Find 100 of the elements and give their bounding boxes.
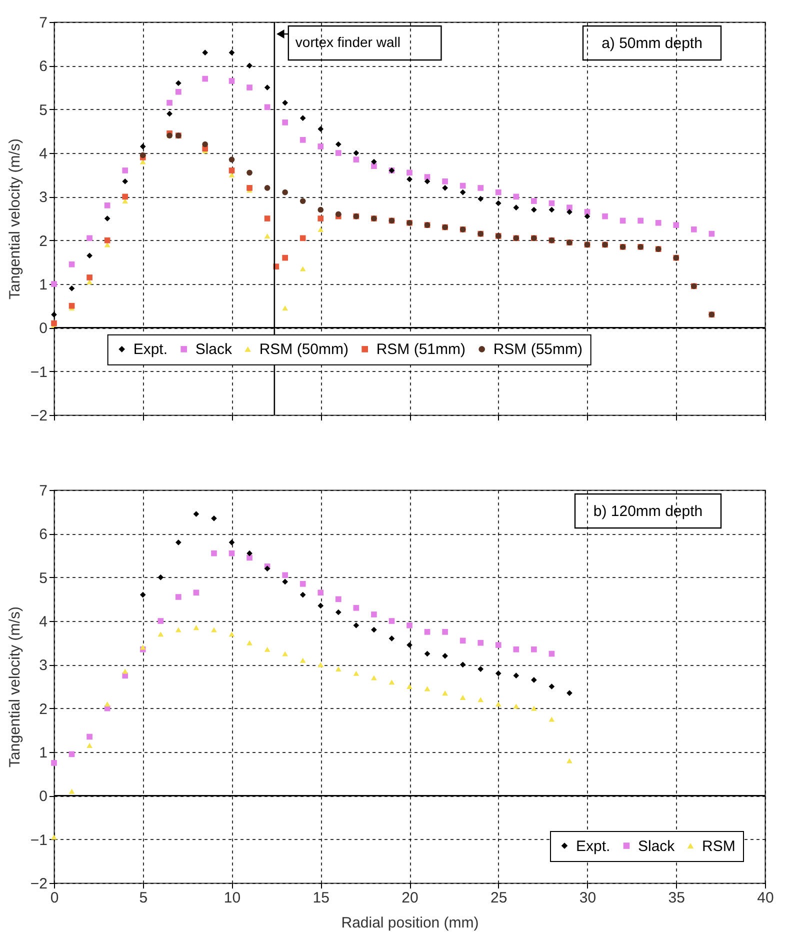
annotation: b) 120mm depth <box>593 503 703 520</box>
y-tick-label: 2 <box>39 700 48 718</box>
point <box>176 594 182 600</box>
point <box>406 170 412 176</box>
point <box>228 78 235 84</box>
point <box>566 204 572 210</box>
point <box>406 684 412 690</box>
point <box>122 178 128 184</box>
point <box>51 834 57 840</box>
x-tick-label: 10 <box>224 890 241 906</box>
legend-label: RSM (50mm) <box>259 341 348 358</box>
point <box>406 176 412 182</box>
point <box>264 185 270 191</box>
point <box>548 206 555 213</box>
point <box>246 170 252 176</box>
point <box>495 670 502 676</box>
point <box>495 189 502 196</box>
point <box>300 136 306 143</box>
point <box>531 677 537 683</box>
point <box>371 675 377 680</box>
point <box>602 213 608 220</box>
point <box>388 636 395 642</box>
point <box>353 670 360 676</box>
point <box>193 625 200 630</box>
point <box>122 168 128 174</box>
point <box>371 612 377 618</box>
y-axis-title: Tangential velocity (m/s) <box>6 138 24 300</box>
point <box>531 198 537 204</box>
point <box>282 254 288 261</box>
point <box>460 189 466 196</box>
point <box>246 550 252 556</box>
point <box>424 650 430 657</box>
point <box>318 144 324 150</box>
y-tick-label: 6 <box>39 58 48 76</box>
point <box>318 206 324 213</box>
point <box>513 672 520 678</box>
point <box>442 185 448 191</box>
point <box>460 638 466 644</box>
point <box>122 668 128 674</box>
x-tick-label: 5 <box>139 890 148 906</box>
point <box>122 194 128 200</box>
point <box>584 209 590 215</box>
point <box>318 126 324 132</box>
y-tick-label: 3 <box>39 657 48 674</box>
point <box>638 218 644 224</box>
x-axis-title: Radial position (mm) <box>341 914 479 932</box>
point <box>335 609 342 616</box>
point <box>202 50 208 56</box>
point <box>478 185 484 191</box>
y-tick-label: 2 <box>39 232 48 250</box>
point <box>548 684 555 690</box>
point <box>371 163 377 170</box>
point <box>353 156 360 162</box>
point <box>655 220 662 226</box>
point <box>531 206 537 213</box>
point <box>140 144 146 150</box>
legend-label: Slack <box>195 341 233 358</box>
point <box>371 626 377 633</box>
point <box>264 104 270 110</box>
point <box>371 158 377 165</box>
point <box>228 50 235 56</box>
point <box>460 694 466 700</box>
y-tick-label: −2 <box>30 876 48 892</box>
point <box>460 662 466 668</box>
point <box>86 274 92 280</box>
point <box>353 150 360 156</box>
point <box>495 200 502 206</box>
point <box>531 706 537 711</box>
x-tick-label: 0 <box>50 890 59 906</box>
point <box>513 704 520 709</box>
point <box>264 233 270 238</box>
point <box>228 539 235 546</box>
x-tick-label: 25 <box>490 890 508 906</box>
point <box>442 178 448 184</box>
point <box>478 196 484 202</box>
point <box>478 640 484 646</box>
point <box>140 592 146 598</box>
point <box>318 602 324 609</box>
point <box>424 629 430 635</box>
point <box>424 686 430 692</box>
point <box>513 646 520 652</box>
legend-label: Expt. <box>133 341 168 358</box>
y-tick-label: 6 <box>39 526 48 544</box>
point <box>406 622 412 628</box>
point <box>202 76 208 82</box>
y-tick-label: 3 <box>39 189 48 206</box>
point <box>513 194 520 200</box>
point <box>300 115 306 121</box>
point <box>478 697 484 702</box>
point <box>282 578 288 585</box>
point <box>300 266 306 272</box>
point <box>86 235 92 242</box>
point <box>282 189 288 196</box>
point <box>442 629 448 635</box>
y-tick-label: 0 <box>39 320 48 338</box>
point <box>495 642 502 648</box>
legend-label: RSM (55mm) <box>493 341 582 358</box>
point <box>300 592 306 598</box>
point <box>158 632 164 637</box>
point <box>211 550 217 556</box>
